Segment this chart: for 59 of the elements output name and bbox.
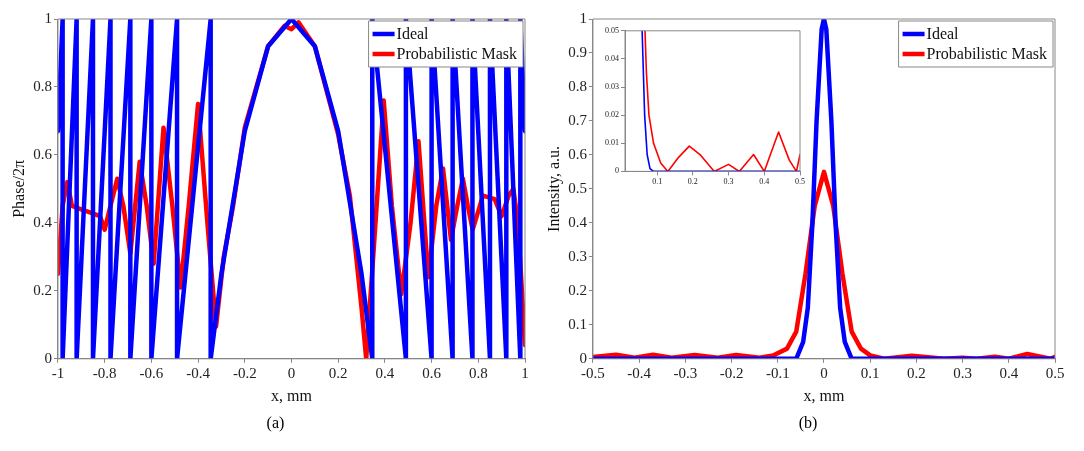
x-axis-title: x, mm [803,386,845,404]
x-tick-label: 0.2 [687,177,698,187]
x-tick-label: -0.4 [627,364,652,381]
y-tick-label: 0.8 [568,77,587,94]
x-tick-label: 0.3 [723,177,734,187]
x-tick-label: 0.4 [375,364,395,381]
x-tick-label: 0.5 [795,177,805,187]
y-tick-label: 0 [579,349,587,366]
x-tick-label: -0.1 [765,364,790,381]
y-tick-label: 1 [44,9,52,26]
y-tick-label: 0.4 [568,213,588,230]
x-axis-title: x, mm [271,386,313,404]
y-tick-label: 0.04 [605,54,619,64]
x-tick-label: -0.2 [232,364,257,381]
x-tick-label: -1 [51,364,65,381]
y-tick-label: 0.4 [33,213,53,230]
x-tick-label: -0.2 [719,364,744,381]
y-tick-label: 0.3 [568,247,587,264]
x-tick-label: 0.1 [860,364,880,381]
x-tick-label: 0.1 [652,177,663,187]
y-tick-label: 0.03 [605,82,619,92]
y-tick-label: 0.01 [605,138,619,148]
x-tick-label: -0.5 [581,364,605,381]
y-tick-label: 0.7 [568,111,588,128]
x-tick-label: 0 [287,364,296,381]
text: (b) [797,414,819,432]
y-axis-title: Phase/2π [9,159,27,218]
y-tick-label: 0.2 [33,281,52,298]
text: (a) [265,414,286,432]
legend-label: Ideal [396,25,430,43]
x-tick-label: 0.5 [1045,364,1065,381]
y-tick-label: 0.6 [568,145,588,162]
x-tick-label: -0.8 [92,364,117,381]
y-tick-label: 0.8 [33,77,52,94]
legend-label: Probabilistic Mask [396,45,517,63]
y-tick-label: 1 [579,9,587,26]
legend-label: Ideal [926,25,960,43]
x-tick-label: 0.2 [328,364,348,381]
x-tick-label: 0.8 [468,364,488,381]
x-tick-label: -0.3 [673,364,698,381]
y-tick-label: 0.05 [605,25,619,35]
y-tick-label: 0.2 [568,281,587,298]
x-tick-label: 1 [521,364,529,381]
y-tick-label: 0 [615,166,619,176]
y-tick-label: 0.9 [568,43,587,60]
x-tick-label: 0 [820,364,828,381]
y-tick-label: 0.02 [605,110,619,120]
y-tick-label: 0.1 [568,315,587,332]
x-tick-label: 0.2 [907,364,926,381]
x-tick-label: -0.4 [186,364,211,381]
x-tick-label: 0.4 [999,364,1019,381]
x-tick-label: -0.6 [139,364,164,381]
y-tick-label: 0.6 [33,145,53,162]
y-tick-label: 0 [44,349,52,366]
legend-label: Probabilistic Mask [926,45,1047,63]
x-tick-label: 0.6 [422,364,442,381]
y-axis-title: Intensity, a.u. [544,145,563,232]
x-tick-label: 0.3 [953,364,972,381]
x-tick-label: 0.4 [759,177,770,187]
